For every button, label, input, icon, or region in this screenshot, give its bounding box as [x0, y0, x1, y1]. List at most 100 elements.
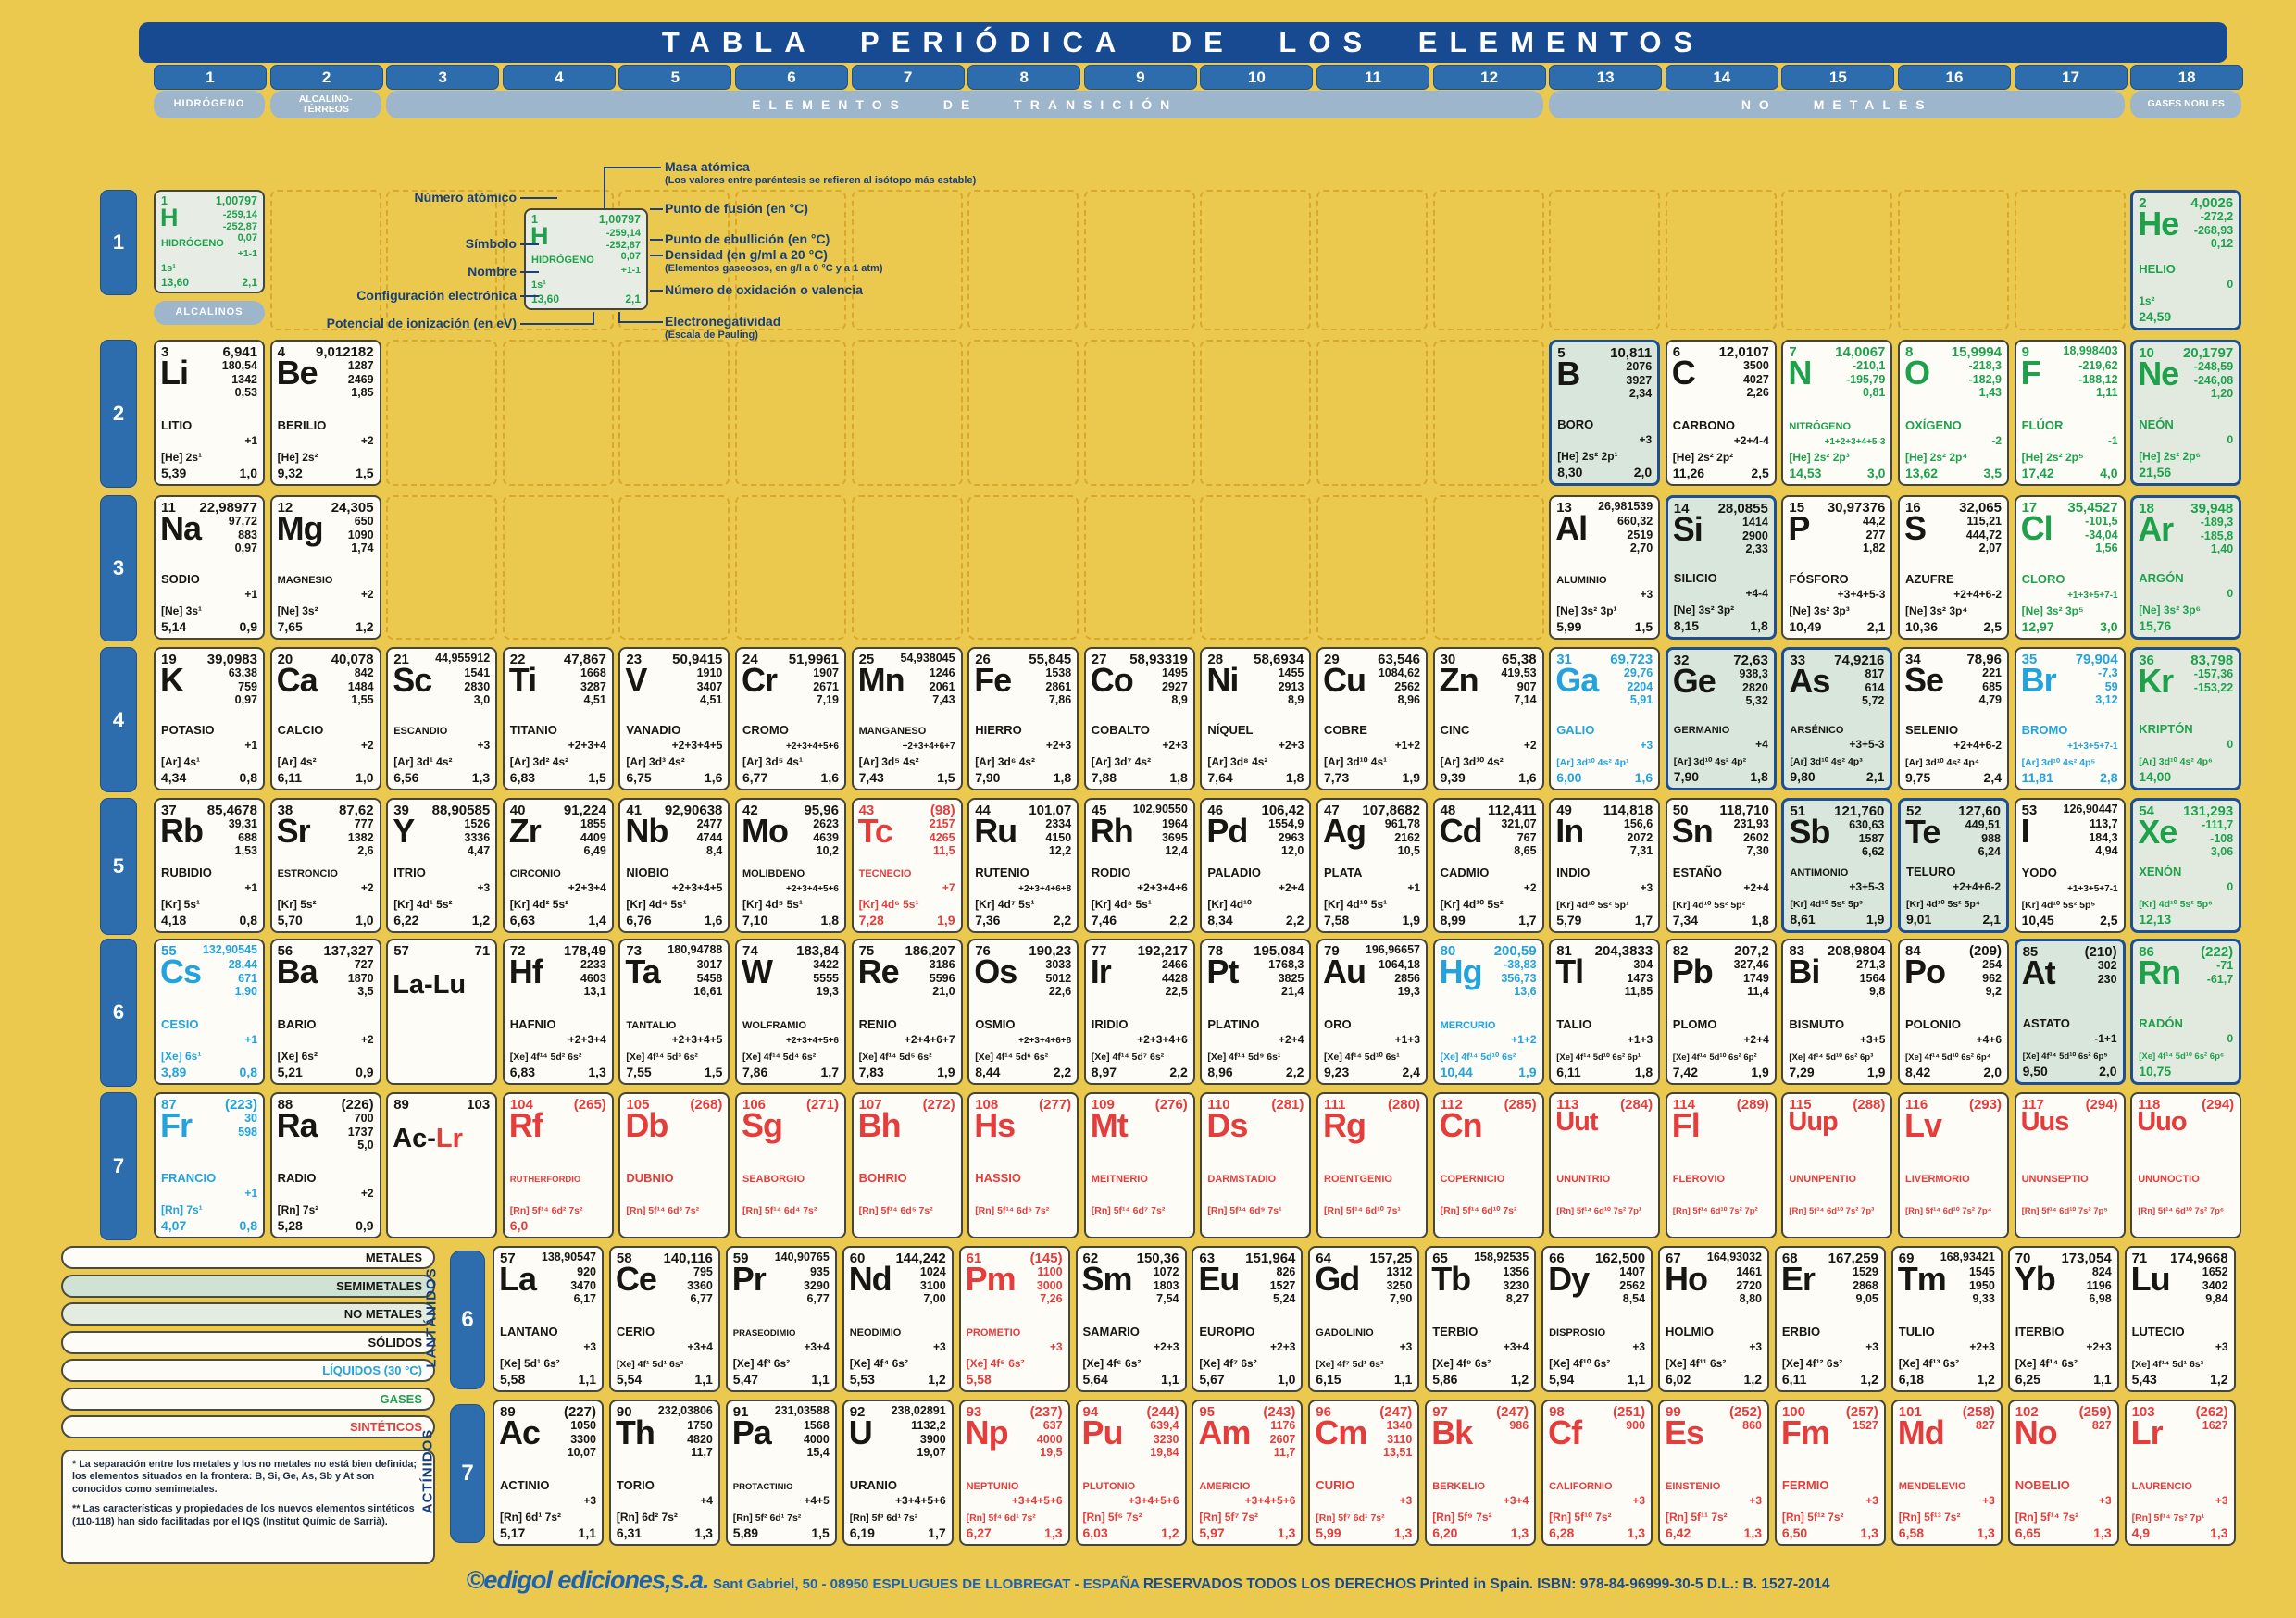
electron-configuration: [Rn] 5f¹² 7s²: [1781, 1511, 1844, 1524]
element-cell-Se: 34 78,96 Se 221 685 4,79 SELENIO +2+4+6-2 [Ar] 3…: [1898, 647, 2009, 790]
electron-configuration: [Rn] 5f¹³ 7s²: [1898, 1511, 1961, 1524]
element-symbol: Ho: [1665, 1260, 1708, 1298]
electron-configuration: [Rn] 5f¹⁰ 7s²: [1549, 1511, 1612, 1524]
atomic-mass: (222): [2201, 944, 2234, 960]
physical-values: 1627: [2202, 1419, 2228, 1432]
ionization-potential: 6,50: [1781, 1525, 1808, 1540]
electron-configuration: [Rn] 5f¹⁴ 6d⁷ 7s²: [1091, 1205, 1166, 1216]
element-name: FÓSFORO: [1789, 572, 1849, 586]
key-boiling: Punto de ebullición (en °C): [665, 231, 830, 246]
electronegativity: 2,2: [1053, 913, 1072, 927]
oxidation-states: +2+3+4+5: [671, 1033, 723, 1046]
atomic-number: 105: [626, 1097, 650, 1113]
atomic-number: 112: [1440, 1097, 1463, 1113]
electronegativity: 1,2: [1743, 1372, 1762, 1387]
atomic-number: 53: [2021, 803, 2038, 818]
oxidation-states: +3+4+5+6: [1128, 1494, 1179, 1507]
atomic-mass: 137,327: [323, 943, 374, 959]
element-cell-Ac: 89 (227) Ac 1050 3300 10,07 ACTINIO +3 [Rn] 6d¹ …: [493, 1400, 604, 1546]
atomic-mass: 58,6934: [1254, 652, 1304, 667]
electron-configuration: [Ar] 3d⁸ 4s²: [1207, 755, 1268, 768]
electronegativity: 1,5: [704, 1064, 723, 1079]
atomic-mass: 101,07: [1029, 803, 1072, 818]
physical-values: 827: [1975, 1419, 1995, 1432]
element-symbol: Rf: [508, 1106, 543, 1144]
electron-configuration: [Ar] 3d³ 4s²: [626, 755, 685, 768]
empty-grid-cell: [1200, 495, 1312, 640]
atomic-mass: 167,259: [1828, 1251, 1878, 1266]
electronegativity: 1,8: [1285, 770, 1304, 785]
ionization-potential: 6,76: [626, 913, 652, 927]
electronegativity: 2,4: [1402, 1064, 1420, 1079]
empty-grid-cell: [735, 190, 846, 330]
electronegativity: 2,5: [1751, 466, 1769, 480]
atomic-mass: 183,84: [796, 943, 839, 959]
physical-values: 630,63 1587 6,62: [1849, 818, 1885, 858]
atomic-number: 63: [1199, 1251, 1216, 1266]
oxidation-states: 0: [2227, 587, 2234, 600]
atomic-number: 13: [1556, 500, 1572, 516]
period-tab-4: 4: [100, 647, 137, 792]
oxidation-states: +1+3+5+7-1: [2067, 884, 2118, 894]
element-symbol: Rn: [2138, 953, 2181, 991]
element-name: FLÚOR: [2021, 418, 2064, 432]
atomic-number: 30: [1440, 652, 1456, 667]
element-name: ORO: [1324, 1017, 1352, 1031]
element-name: ROENTGENIO: [1324, 1174, 1392, 1185]
physical-values: 1964 3695 12,4: [1161, 817, 1188, 857]
electron-configuration: [Kr] 5s¹: [161, 898, 201, 911]
element-cell-Ds: 110 (281) Ds DARMSTADIO [Rn] 5f¹⁴ 6d⁹ 7s¹: [1200, 1092, 1312, 1238]
element-name: RADIO: [277, 1171, 317, 1185]
oxidation-states: +3: [583, 1340, 596, 1353]
electron-configuration: [Xe] 4f⁵ 6s²: [966, 1357, 1025, 1370]
electron-configuration: [Kr] 4d⁸ 5s¹: [1091, 898, 1152, 911]
physical-values: 321,07 767 8,65: [1501, 817, 1537, 857]
element-name: PLATINO: [1207, 1017, 1260, 1031]
electron-configuration: [Rn] 5f⁷ 7s²: [1199, 1511, 1259, 1524]
atomic-number: 14: [1673, 501, 1690, 517]
element-symbol: Ca: [276, 661, 318, 699]
electronegativity: 1,3: [1627, 1525, 1646, 1540]
element-cell-Ge: 32 72,63 Ge 938,3 2820 5,32 GERMANIO +4 [Ar] 3d¹…: [1665, 647, 1777, 790]
atomic-number: 59: [732, 1251, 749, 1266]
electron-configuration: [He] 2s² 2p¹: [1557, 450, 1618, 463]
physical-values: 639,4 3230 19,84: [1150, 1419, 1179, 1459]
element-symbol: Po: [1904, 952, 1946, 990]
element-cell-Hg: 80 200,59 Hg -38,83 356,73 13,6 MERCURIO +1+2 [X…: [1432, 939, 1544, 1085]
atomic-number: 76: [975, 943, 991, 959]
element-name: COPERNICIO: [1440, 1174, 1505, 1185]
atomic-mass: 192,217: [1137, 943, 1188, 959]
element-name: RADÓN: [2139, 1016, 2183, 1030]
oxidation-states: +1+3+5+7-1: [2067, 591, 2118, 601]
element-name: IRIDIO: [1091, 1017, 1129, 1031]
electronegativity: 1,3: [1510, 1525, 1529, 1540]
element-symbol: Fe: [974, 661, 1012, 699]
key-oxidation: Número de oxidación o valencia: [665, 282, 863, 297]
electron-configuration: [Rn] 5f¹⁴ 6d¹⁰ 7s² 7p⁴: [1905, 1206, 1992, 1216]
element-symbol: Sm: [1081, 1260, 1133, 1298]
element-name: BARIO: [277, 1017, 317, 1031]
oxidation-states: +1: [244, 434, 257, 447]
element-cell-No: 102 (259) No 827 NOBELIO +3 [Rn] 5f¹⁴ 7s² 6,65 1…: [2007, 1400, 2119, 1546]
physical-values: 1072 1803 7,54: [1153, 1265, 1179, 1305]
electron-configuration: [Kr] 4d¹ 5s²: [393, 898, 453, 911]
element-symbol: I: [2020, 812, 2030, 850]
atomic-mass: (259): [2078, 1404, 2112, 1420]
atomic-mass: 114,818: [1603, 803, 1653, 818]
electron-configuration: [Ar] 3d¹⁰ 4s² 4p⁵: [2021, 757, 2096, 768]
electron-configuration: [He] 2s² 2p⁶: [2139, 450, 2202, 463]
physical-values: 1407 2562 8,54: [1619, 1265, 1646, 1305]
element-symbol: Pa: [731, 1413, 772, 1451]
group-tab-5: 5: [618, 65, 732, 90]
physical-values: 1750 4820 11,7: [687, 1419, 713, 1459]
oxidation-states: +2+3: [1969, 1340, 1995, 1353]
electron-configuration: [Kr] 4d¹⁰ 5s² 5p⁵: [2021, 900, 2096, 911]
element-name: YODO: [2021, 865, 2057, 879]
atomic-mass: (276): [1154, 1097, 1188, 1113]
oxidation-states: +3+5-3: [1849, 738, 1885, 751]
element-cell-Sm: 62 150,36 Sm 1072 1803 7,54 SAMARIO +2+3 [Xe] 4f…: [1075, 1246, 1187, 1392]
atomic-mass: 173,054: [2061, 1251, 2112, 1266]
atomic-number: 97: [1432, 1404, 1448, 1420]
element-name: HOLMIO: [1666, 1325, 1714, 1338]
element-symbol: Pd: [1206, 812, 1248, 850]
